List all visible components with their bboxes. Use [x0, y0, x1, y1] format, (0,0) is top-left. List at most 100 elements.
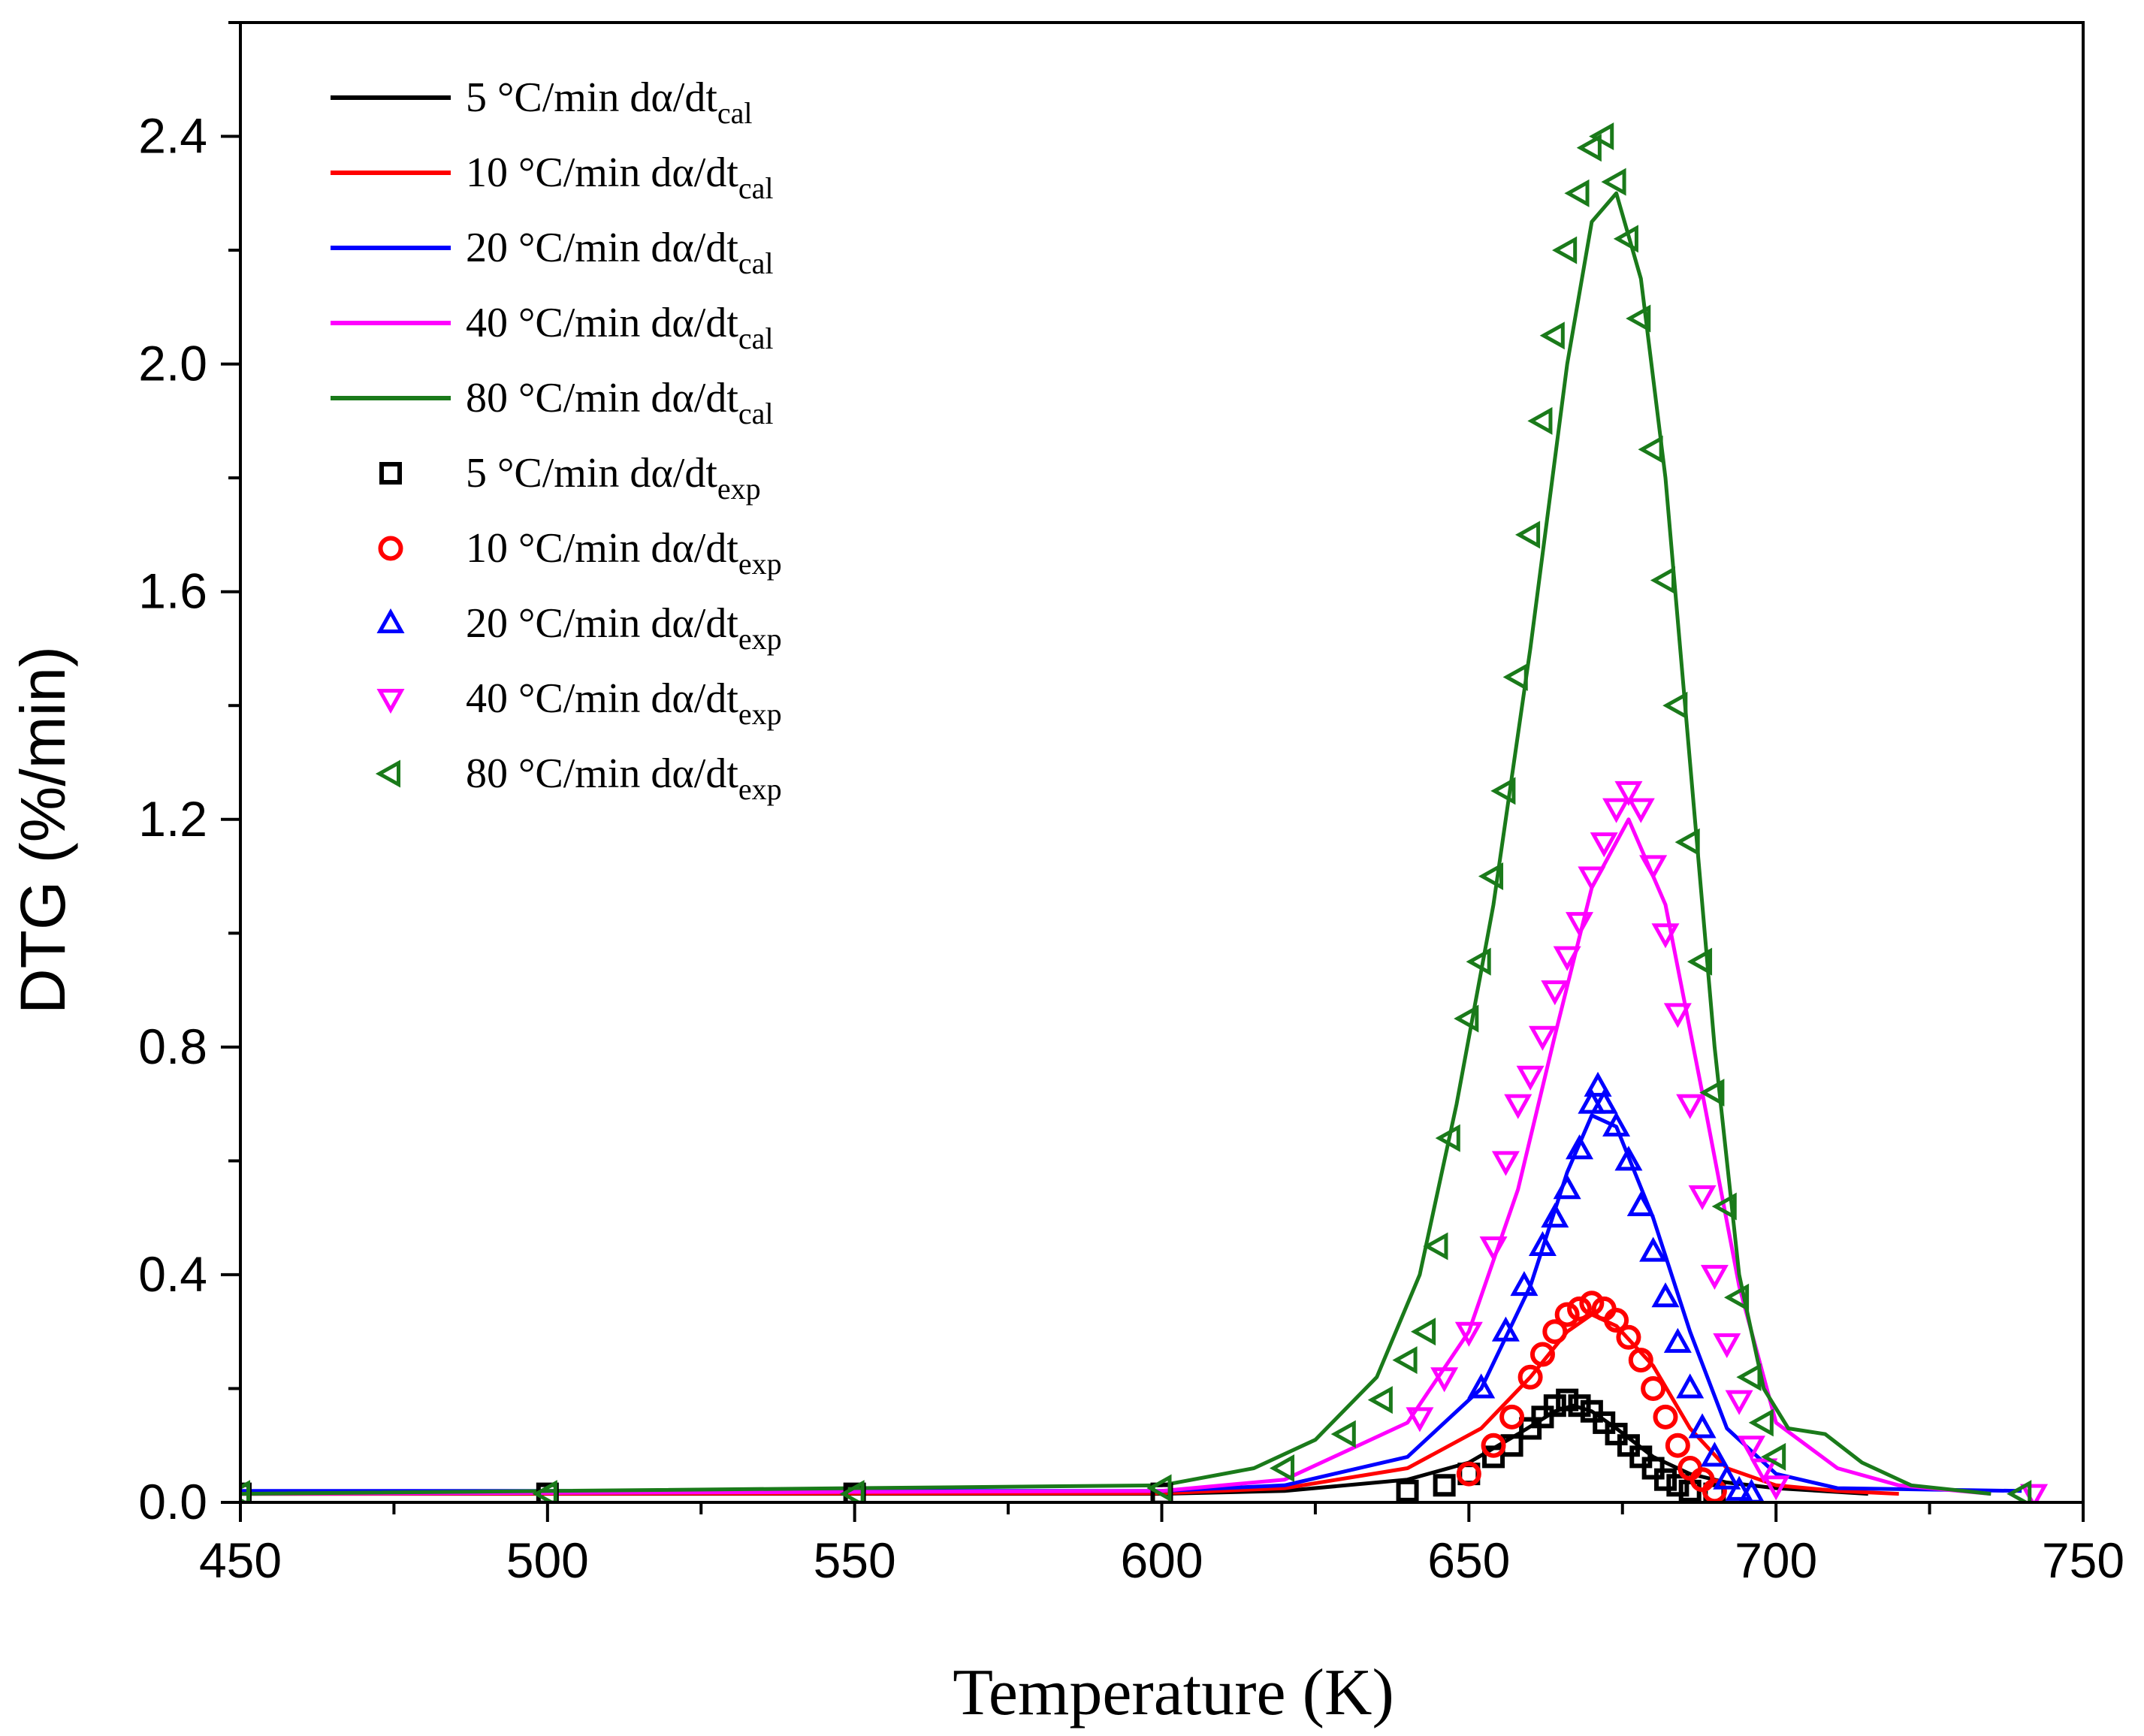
y-tick-label: 1.6 — [138, 563, 207, 619]
data-point — [1579, 1291, 1605, 1316]
data-point — [1456, 1461, 1481, 1487]
legend-label-main: 10 °C/min dα/dt — [466, 149, 738, 196]
data-point — [1602, 798, 1631, 823]
data-point — [1605, 1423, 1628, 1446]
data-point — [1687, 947, 1713, 976]
legend-label-main: 80 °C/min dα/dt — [466, 750, 738, 797]
data-point — [1539, 322, 1565, 350]
data-point — [1650, 566, 1675, 595]
legend-label-cal-3: 40 °C/min dα/dtcal — [466, 300, 774, 355]
data-point — [1676, 1373, 1705, 1399]
data-point — [2007, 1480, 2032, 1502]
plot-area — [240, 122, 2049, 1502]
data-point — [1514, 521, 1541, 549]
data-point — [1531, 1405, 1554, 1429]
data-point — [1700, 1264, 1729, 1291]
series-markers-exp-8 — [1406, 780, 2049, 1502]
series-line-cal-2 — [240, 1113, 2022, 1493]
data-point — [1601, 168, 1626, 196]
data-point — [1568, 1394, 1591, 1417]
data-point — [1454, 1004, 1479, 1033]
data-point — [1614, 780, 1643, 807]
legend-marker-exp-8 — [376, 689, 405, 714]
data-point — [1626, 798, 1655, 823]
data-point — [1665, 1433, 1690, 1458]
data-point — [1565, 1134, 1594, 1160]
legend-label-main: 40 °C/min dα/dt — [466, 675, 738, 722]
x-tick-label: 700 — [1735, 1532, 1817, 1588]
data-point — [1629, 1445, 1653, 1469]
legend-label-subscript: cal — [738, 246, 774, 280]
data-point — [1678, 1479, 1702, 1502]
data-point — [1750, 1458, 1778, 1484]
data-point — [1653, 1468, 1677, 1491]
data-point — [1628, 1348, 1653, 1373]
data-point — [1725, 1390, 1753, 1415]
axes-layer: 450 500 550 600 650 700 750 0.0 0.4 0.8 1.2 1.6 2.0 2… — [138, 21, 2124, 1588]
data-point — [1466, 947, 1491, 976]
data-point — [1504, 1094, 1533, 1119]
data-point — [1604, 1308, 1629, 1333]
legend-label-subscript: exp — [738, 697, 782, 731]
data-point — [1761, 1442, 1786, 1471]
data-point — [1589, 122, 1614, 151]
data-point — [1454, 1321, 1483, 1347]
data-point — [1762, 1475, 1790, 1501]
data-point — [1663, 1003, 1692, 1028]
data-point — [1541, 980, 1569, 1006]
legend-marker-exp-6 — [378, 536, 403, 561]
data-point — [1626, 304, 1651, 333]
data-point — [1613, 225, 1638, 253]
data-point — [1748, 1408, 1774, 1437]
data-point — [1602, 1111, 1631, 1137]
data-point — [1482, 1445, 1505, 1469]
data-point — [1736, 1363, 1762, 1391]
data-point — [1725, 1475, 1753, 1501]
series-markers-exp-9 — [240, 122, 2032, 1502]
data-point — [1713, 1333, 1741, 1358]
series-line-cal-0 — [240, 1403, 1868, 1496]
data-point — [1688, 1185, 1717, 1210]
y-tick-label: 2.0 — [138, 336, 207, 391]
legend-label-main: 5 °C/min dα/dt — [466, 74, 717, 121]
data-point — [1584, 1071, 1612, 1097]
data-point — [1580, 1399, 1603, 1423]
legend-label-exp-8: 40 °C/min dα/dtexp — [466, 675, 782, 731]
data-point — [1490, 777, 1516, 805]
data-point — [1519, 1417, 1542, 1440]
data-point — [1269, 1454, 1295, 1483]
data-point — [1639, 855, 1668, 880]
data-point — [1576, 134, 1602, 162]
series-layer — [240, 122, 2049, 1502]
data-point — [1700, 1442, 1729, 1467]
y-tick-label: 0.4 — [138, 1246, 207, 1302]
data-point — [1674, 828, 1700, 856]
data-point — [1553, 946, 1581, 971]
data-point — [1481, 1433, 1506, 1458]
data-point — [1502, 663, 1528, 691]
data-point — [1578, 866, 1606, 892]
series-line-cal-4 — [240, 191, 1992, 1496]
data-point — [1590, 1088, 1618, 1114]
data-point — [1542, 1319, 1568, 1345]
data-point — [1663, 1327, 1692, 1353]
x-tick-label: 750 — [2042, 1532, 2124, 1588]
data-point — [1662, 691, 1688, 720]
data-point — [1641, 1375, 1666, 1401]
legend-label-main: 5 °C/min dα/dt — [466, 450, 717, 497]
legend-label-subscript: cal — [738, 322, 774, 355]
data-point — [1711, 1192, 1737, 1221]
data-point — [1653, 1404, 1678, 1430]
data-point — [1723, 1283, 1750, 1312]
data-point — [1666, 1474, 1690, 1497]
data-point — [1510, 1270, 1539, 1297]
data-point — [1651, 1282, 1680, 1308]
legend-label-exp-9: 80 °C/min dα/dtexp — [466, 750, 782, 806]
data-point — [1146, 1474, 1172, 1502]
x-tick-label: 500 — [506, 1532, 589, 1588]
data-point — [1517, 1364, 1543, 1390]
data-point — [1567, 1296, 1593, 1321]
series-markers-exp-7 — [1467, 1071, 1765, 1502]
data-point — [1406, 1407, 1434, 1433]
